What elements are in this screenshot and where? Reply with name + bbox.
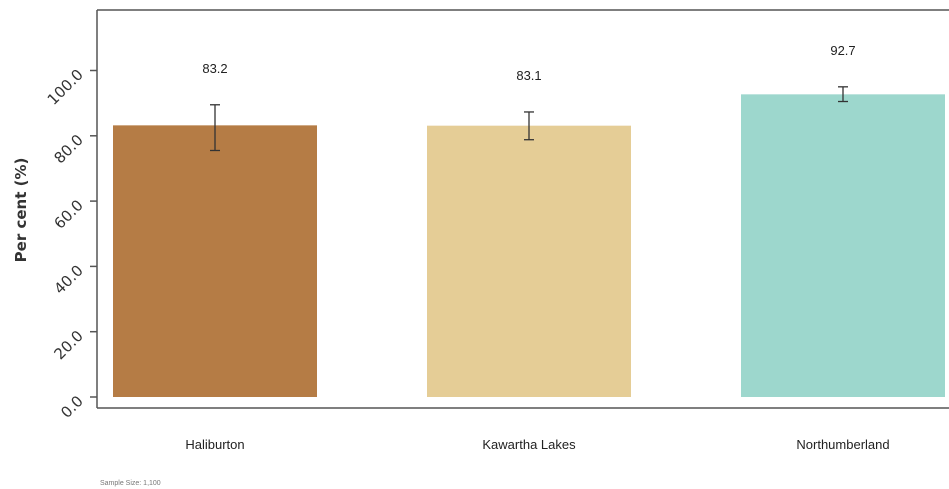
bar [113, 125, 317, 398]
error-bars [210, 86, 848, 152]
y-tick-label: 80.0 [50, 131, 86, 167]
x-category-label: Northumberland [796, 437, 889, 452]
data-label: 83.1 [516, 68, 541, 83]
x-category-label: Kawartha Lakes [482, 437, 576, 452]
y-axis-ticks: 0.0 20.0 40.0 60.0 80.0 100.0 [44, 66, 97, 422]
bar [741, 94, 945, 397]
data-labels: 83.2 83.1 92.7 [202, 43, 855, 83]
bars [113, 94, 945, 398]
x-category-label: Haliburton [185, 437, 244, 452]
data-label: 83.2 [202, 61, 227, 76]
plot-frame [96, 9, 949, 409]
y-axis-title: Per cent (%) [12, 158, 30, 263]
y-tick-label: 40.0 [50, 262, 86, 298]
bar [427, 125, 631, 397]
y-tick-label: 0.0 [57, 392, 87, 422]
sample-size-note: Sample Size: 1,100 [100, 480, 161, 487]
y-tick-label: 20.0 [50, 327, 86, 363]
y-tick-label: 60.0 [50, 196, 86, 232]
y-tick-label: 100.0 [44, 66, 87, 109]
x-axis-labels: Haliburton Kawartha Lakes Northumberland [185, 437, 889, 452]
data-label: 92.7 [830, 43, 855, 58]
